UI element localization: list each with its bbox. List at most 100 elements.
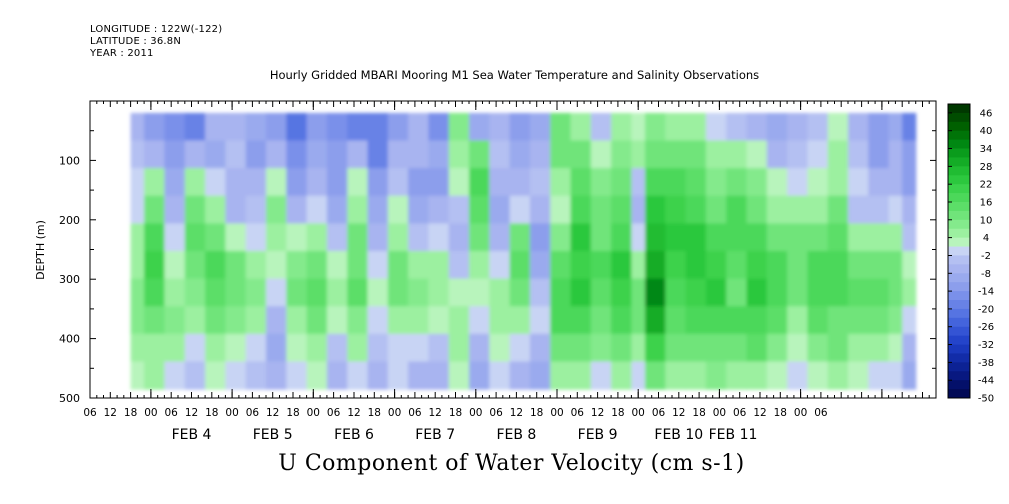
heatmap-cell (245, 112, 267, 142)
x-hour-label: 18 (205, 407, 218, 419)
heatmap-cell (184, 168, 206, 197)
heatmap-cell (631, 140, 646, 169)
heatmap-cell (448, 168, 470, 197)
heatmap-cell (205, 223, 226, 252)
x-hour-label: 06 (246, 407, 260, 419)
colorbar-swatch (948, 344, 970, 354)
heatmap-cell (787, 361, 808, 390)
heatmap-cell (746, 223, 768, 252)
heatmap-cell (408, 361, 429, 390)
heatmap-cell (326, 361, 348, 390)
heatmap-cell (888, 140, 903, 169)
x-hour-label: 06 (733, 407, 747, 419)
heatmap-cell (787, 306, 808, 335)
heatmap-cell (266, 333, 287, 362)
heatmap-cell (746, 140, 768, 169)
heatmap-cell (266, 361, 287, 390)
heatmap-cell (685, 333, 707, 362)
heatmap-cell (245, 195, 267, 224)
heatmap-cell (570, 195, 592, 224)
heatmap-cell (590, 251, 612, 280)
colorbar-label: -20 (978, 304, 994, 315)
heatmap-cell (130, 251, 145, 280)
heatmap-cell (164, 306, 186, 335)
heatmap-cell (529, 112, 551, 142)
y-tick-label: 400 (59, 333, 80, 346)
x-day-label: FEB 8 (496, 427, 536, 443)
heatmap-cell (489, 112, 511, 142)
heatmap-cell (746, 112, 768, 142)
heatmap-cell (665, 251, 687, 280)
x-hour-label: 06 (165, 407, 179, 419)
heatmap-cell (902, 251, 917, 280)
heatmap-cell (902, 195, 917, 224)
heatmap-cell (306, 195, 328, 224)
x-hour-label: 12 (266, 407, 279, 419)
heatmap-cell (184, 278, 206, 307)
colorbar-swatch (948, 130, 970, 141)
heatmap-cell (144, 278, 165, 307)
heatmap-cell (902, 361, 917, 390)
heatmap-cell (529, 361, 551, 390)
heatmap-cell (469, 333, 490, 362)
latitude-label: LATITUDE : 36.8N (90, 36, 182, 47)
heatmap-cell (205, 306, 226, 335)
heatmap-cell (428, 278, 450, 307)
x-hour-label: 00 (388, 407, 401, 419)
heatmap-cell (428, 168, 450, 197)
colorbar-label: -44 (978, 376, 994, 387)
heatmap-cell (611, 223, 632, 252)
heatmap-cell (902, 333, 917, 362)
heatmap-cell (550, 361, 572, 390)
colorbar (947, 103, 971, 399)
heatmap-cell (787, 195, 808, 224)
heatmap-cell (705, 278, 727, 307)
heatmap-cell (868, 140, 890, 169)
heatmap-cell (645, 278, 666, 307)
colorbar-swatch (948, 157, 970, 167)
heatmap-cell (529, 306, 551, 335)
heatmap-cell (766, 333, 788, 362)
heatmap-cell (428, 333, 450, 362)
heatmap-cell (705, 306, 727, 335)
heatmap-cell (387, 361, 409, 390)
heatmap-cell (705, 223, 727, 252)
heatmap-cell (570, 251, 592, 280)
heatmap-cell (428, 361, 450, 390)
heatmap-cell (902, 140, 917, 169)
heatmap-cell (326, 195, 348, 224)
heatmap-cell (509, 168, 531, 197)
heatmap-cell (469, 223, 490, 252)
heatmap-cell (306, 140, 328, 169)
heatmap-cell (705, 168, 727, 197)
heatmap-cell (529, 168, 551, 197)
x-hour-labels: 06 12 18 00 06 12 18 00 06 12 18 00 06 12 18 00 06 12 18 00… (83, 407, 828, 419)
heatmap-cell (184, 306, 206, 335)
heatmap-cell (611, 306, 632, 335)
heatmap-cell (205, 333, 226, 362)
heatmap-cell (631, 195, 646, 224)
colorbar-swatch (948, 202, 970, 212)
heatmap-cell (448, 195, 470, 224)
heatmap-cell (387, 223, 409, 252)
heatmap-cell (570, 278, 592, 307)
heatmap-cell (347, 306, 369, 335)
heatmap-cell (807, 195, 829, 224)
heatmap-cell (611, 112, 632, 142)
heatmap-cell (611, 251, 632, 280)
heatmap-cell (367, 140, 389, 169)
heatmap-cell (266, 251, 287, 280)
heatmap-cell (570, 361, 592, 390)
heatmap-cell (205, 195, 226, 224)
heatmap-cell (685, 195, 707, 224)
heatmap-cell (266, 140, 287, 169)
x-day-labels: FEB 4 FEB 5 FEB 6 FEB 7 FEB 8 FEB 9 FEB 10 FEB … (172, 427, 758, 443)
heatmap-cell (509, 333, 531, 362)
heatmap-cell (665, 195, 687, 224)
colorbar-label: -14 (978, 287, 994, 298)
heatmap-cell (665, 223, 687, 252)
heatmap-cell (130, 112, 145, 142)
y-tick-label: 100 (59, 154, 80, 167)
heatmap-cell (590, 361, 612, 390)
